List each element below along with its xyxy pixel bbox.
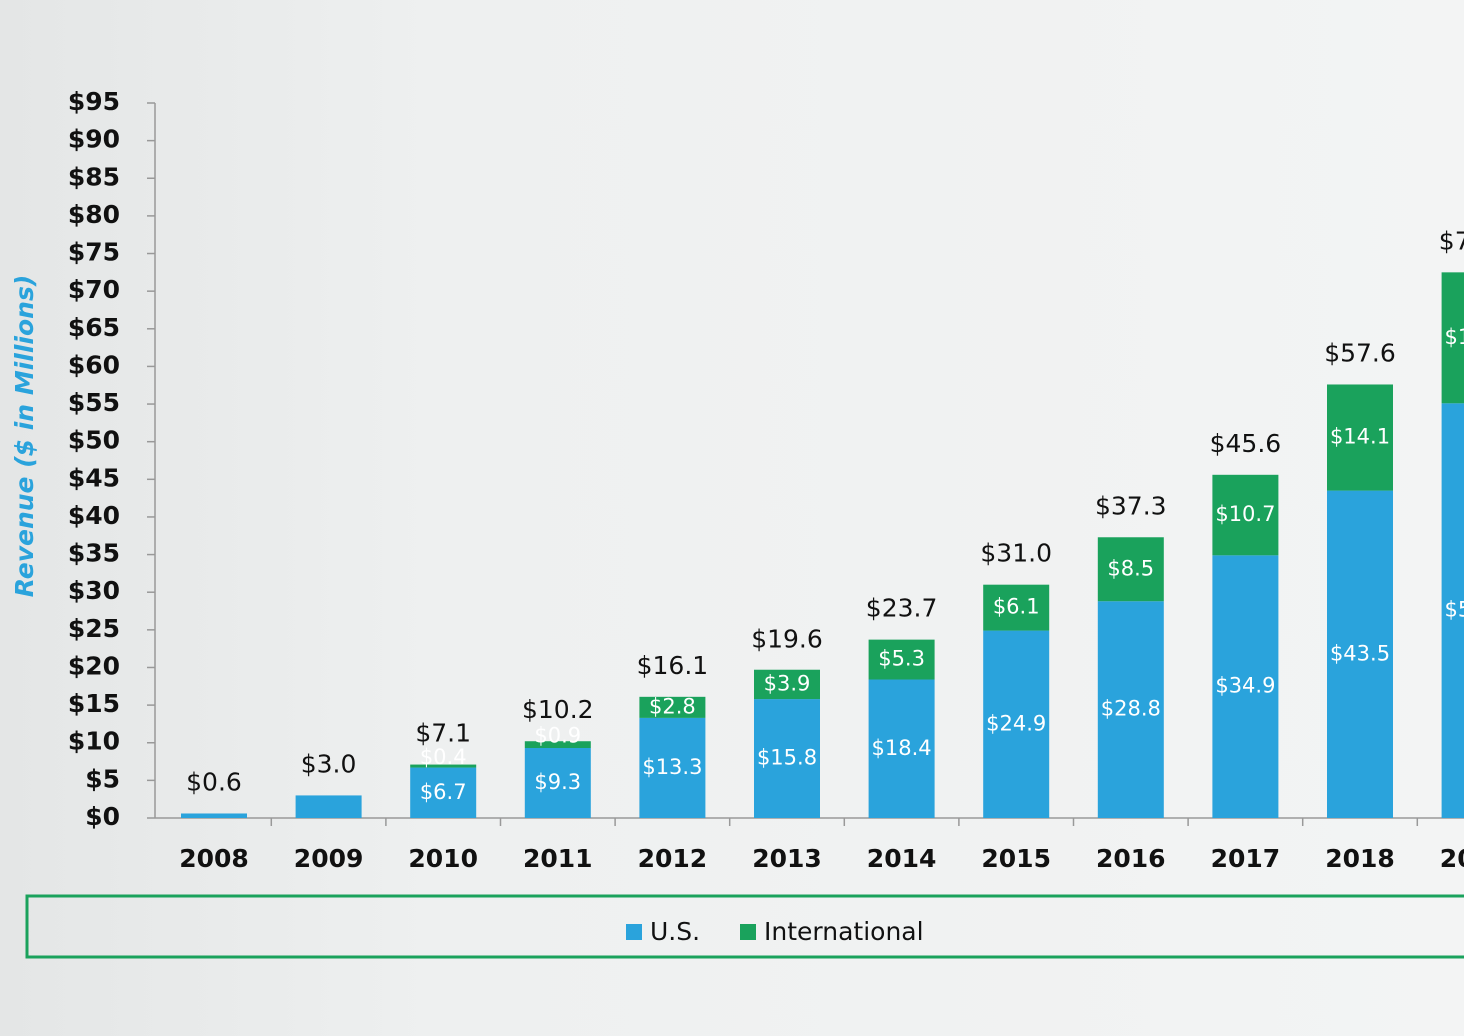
legend-label: U.S. <box>650 917 700 946</box>
total-label: $0.6 <box>186 767 242 796</box>
x-tick-label: 2016 <box>1096 844 1166 873</box>
value-label: $24.9 <box>986 711 1046 735</box>
total-label: $7.1 <box>415 719 471 748</box>
value-label: $10.7 <box>1215 502 1275 526</box>
x-tick-label: 2009 <box>294 844 364 873</box>
y-tick-label: $60 <box>68 350 120 379</box>
y-tick-label: $75 <box>68 238 120 267</box>
bar-segment <box>410 764 477 768</box>
total-label: $57.6 <box>1324 338 1396 367</box>
value-label: $3.9 <box>764 671 811 695</box>
y-tick-label: $40 <box>68 501 120 530</box>
bar-segment <box>1327 384 1393 491</box>
value-label: $8.5 <box>1107 556 1154 580</box>
bar-segment <box>983 630 1050 818</box>
x-tick-label: 2019 <box>1440 844 1464 873</box>
bar-segment <box>1441 272 1464 404</box>
y-tick-label: $95 <box>68 87 120 116</box>
x-tick-label: 2011 <box>523 844 593 873</box>
y-tick-label: $25 <box>68 614 120 643</box>
bar-segment <box>1212 555 1279 818</box>
value-label: $15.8 <box>757 746 817 770</box>
value-label: $55.1 <box>1445 598 1464 622</box>
bar-segment <box>868 639 935 680</box>
legend-label: International <box>764 917 924 946</box>
value-label: $5.3 <box>878 647 925 671</box>
bar-segment <box>1212 474 1279 556</box>
y-tick-label: $10 <box>68 727 120 756</box>
value-label: $18.4 <box>872 736 932 760</box>
y-tick-label: $55 <box>68 388 120 417</box>
y-tick-label: $90 <box>68 125 120 154</box>
bar-segment <box>983 584 1050 631</box>
value-label: $2.8 <box>649 694 696 718</box>
y-tick-label: $45 <box>68 463 120 492</box>
y-tick-label: $80 <box>68 200 120 229</box>
y-tick-label: $65 <box>68 313 120 342</box>
total-label: $31.0 <box>980 539 1052 568</box>
bar-segment <box>181 813 247 818</box>
value-label: $6.1 <box>993 595 1040 619</box>
bar-segment <box>868 679 935 818</box>
bar-segment <box>410 767 477 818</box>
y-tick-label: $5 <box>85 764 120 793</box>
total-label: $45.6 <box>1210 429 1282 458</box>
total-label: $23.7 <box>866 594 938 623</box>
total-label: $37.3 <box>1095 491 1167 520</box>
x-tick-label: 2013 <box>752 844 822 873</box>
value-label: $17.4 <box>1445 325 1464 349</box>
value-label: $14.1 <box>1330 425 1390 449</box>
value-label: $28.8 <box>1101 697 1161 721</box>
y-tick-label: $85 <box>68 162 120 191</box>
x-tick-label: 2008 <box>179 844 249 873</box>
value-label: $13.3 <box>642 755 702 779</box>
bar-segment <box>1097 601 1164 818</box>
bar-segment <box>1441 403 1464 818</box>
y-tick-label: $70 <box>68 275 120 304</box>
legend-swatch <box>626 924 642 940</box>
total-label: $19.6 <box>751 624 823 653</box>
total-label: $16.1 <box>637 651 709 680</box>
bar-segment <box>1327 490 1393 818</box>
x-tick-label: 2012 <box>638 844 708 873</box>
value-label: $0.4 <box>420 745 467 769</box>
total-label: $3.0 <box>301 749 357 778</box>
x-tick-label: 2018 <box>1325 844 1395 873</box>
bar-segment <box>1097 537 1164 602</box>
x-tick-label: 2015 <box>981 844 1051 873</box>
bar-segment <box>754 699 820 818</box>
value-label: $9.3 <box>534 770 581 794</box>
y-tick-label: $35 <box>68 539 120 568</box>
value-label: $43.5 <box>1330 641 1390 665</box>
y-tick-label: $15 <box>68 689 120 718</box>
bar-segment <box>639 717 706 818</box>
bar-segment <box>639 696 706 718</box>
bar-segment <box>524 741 591 749</box>
y-tick-label: $0 <box>85 802 120 831</box>
value-label: $6.7 <box>420 780 467 804</box>
y-tick-label: $50 <box>68 426 120 455</box>
bar-segment <box>754 669 820 700</box>
x-tick-label: 2014 <box>867 844 937 873</box>
total-label: $72.5 <box>1439 226 1464 255</box>
y-tick-label: $30 <box>68 576 120 605</box>
total-label: $10.2 <box>522 695 594 724</box>
x-tick-label: 2017 <box>1211 844 1281 873</box>
x-tick-label: 2010 <box>408 844 478 873</box>
y-axis-title: Revenue ($ in Millions) <box>10 275 39 598</box>
bar-segment <box>524 748 591 818</box>
value-label: $0.9 <box>534 724 581 748</box>
legend-box <box>25 894 1464 959</box>
bar-segment <box>295 795 362 818</box>
legend-swatch <box>740 924 756 940</box>
y-tick-label: $20 <box>68 651 120 680</box>
value-label: $34.9 <box>1215 674 1275 698</box>
